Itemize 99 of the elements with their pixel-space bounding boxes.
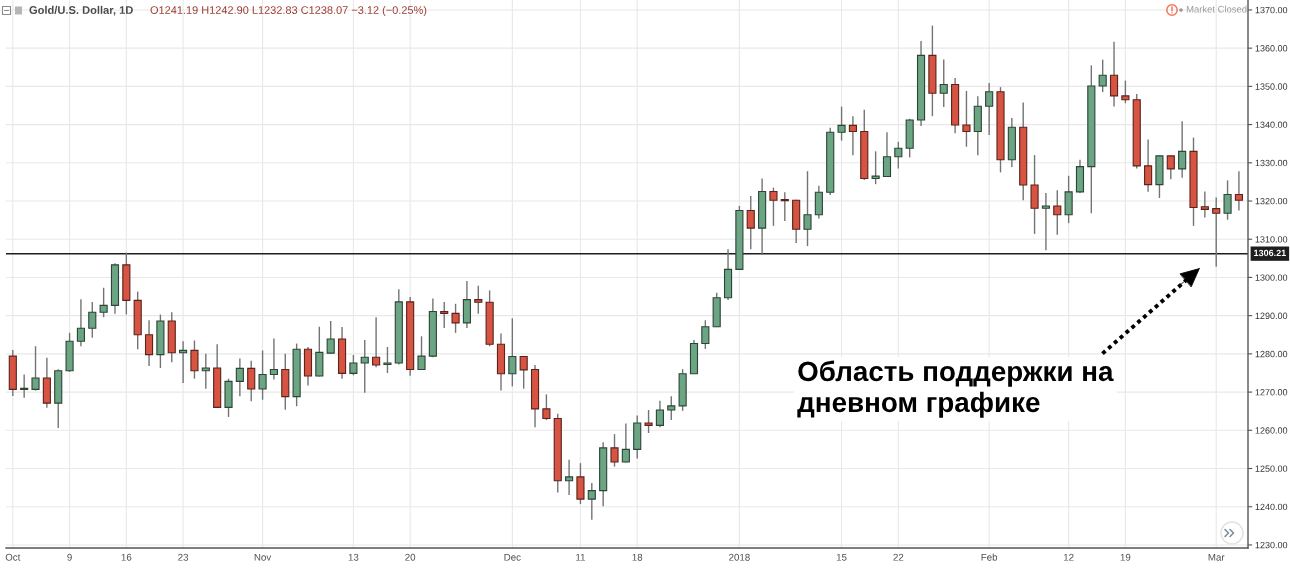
y-tick-label: 1370.00 [1255, 6, 1288, 14]
candlestick [1053, 189, 1062, 236]
candlestick [269, 337, 279, 381]
candlestick [462, 280, 471, 329]
y-tick-label: 1300.00 [1255, 274, 1288, 281]
candlestick [814, 185, 823, 220]
candlestick [701, 319, 710, 350]
candlestick [1234, 170, 1243, 212]
candlestick [780, 191, 789, 222]
candlestick [1178, 120, 1187, 179]
y-tick-label: 1280.00 [1255, 350, 1288, 358]
x-tick-label: 9 [67, 553, 72, 561]
candlestick [837, 105, 846, 142]
candlestick [882, 131, 892, 178]
x-tick-label: Oct [5, 553, 21, 561]
x-tick-label: 18 [632, 553, 643, 561]
x-tick-label: 13 [348, 553, 359, 561]
y-tick-label: 1330.00 [1255, 159, 1288, 167]
candlestick [939, 58, 948, 108]
candlestick [655, 400, 664, 428]
x-tick-label: 20 [405, 553, 416, 561]
candlestick [1223, 179, 1232, 221]
candlestick [144, 319, 154, 367]
ref-line-label: 1306.21 [1254, 249, 1286, 257]
candlestick [258, 349, 267, 401]
y-tick-label: 1320.00 [1255, 197, 1288, 205]
candlestick [871, 150, 880, 185]
candlestick [962, 90, 971, 148]
y-tick-label: 1290.00 [1255, 312, 1288, 320]
candlestick [746, 195, 755, 250]
candlestick [247, 360, 256, 402]
x-tick-label: 22 [893, 553, 904, 561]
annotation: Область поддержки на дневном графике [797, 360, 1114, 418]
y-tick-label: 1230.00 [1255, 541, 1288, 549]
y-tick-label: 1260.00 [1255, 427, 1288, 434]
candlestick [190, 339, 199, 380]
x-tick-label: Mar [1208, 553, 1225, 561]
candlestick [417, 335, 426, 371]
x-tick-label: 16 [121, 553, 132, 561]
candlestick [1098, 58, 1107, 93]
candlestick [201, 353, 210, 390]
x-tick-label: Dec [504, 553, 521, 561]
candlestick [451, 303, 460, 334]
candlestick [519, 355, 528, 390]
x-tick-label: Feb [981, 553, 998, 561]
candlestick [1166, 154, 1175, 180]
candlestick [1041, 192, 1050, 252]
x-tick-label: 19 [1120, 553, 1131, 561]
candlestick [372, 316, 381, 368]
candlestick [1200, 190, 1209, 219]
x-tick-label: 2018 [729, 553, 750, 561]
candlestick [326, 320, 335, 355]
candlestick [644, 409, 653, 434]
candlestick [1121, 79, 1130, 104]
x-tick-label: 15 [836, 553, 847, 561]
y-tick-label: 1340.00 [1255, 121, 1288, 128]
x-tick-label: Nov [254, 553, 272, 561]
candlestick [31, 345, 40, 392]
y-tick-label: 1240.00 [1255, 503, 1288, 511]
candlestick [610, 433, 619, 468]
candlestick [99, 287, 108, 318]
candlestick [76, 298, 86, 347]
chart-title: Gold/U.S. Dollar, 1D [29, 5, 133, 16]
candlestick [587, 482, 596, 521]
candlestick [88, 301, 97, 339]
x-tick-label: 11 [576, 553, 586, 561]
candlestick [474, 285, 483, 315]
candlestick [349, 354, 358, 376]
candlestick [769, 186, 778, 227]
text: O1241.19 H1242.90 L1232.83 C1238.07 −3.12 (−0.25%) [150, 5, 427, 17]
candlestick [1109, 40, 1119, 108]
candlestick [235, 357, 244, 397]
candlestick [1030, 154, 1039, 235]
candlestick [848, 115, 857, 156]
y-tick-label: 1350.00 [1255, 83, 1288, 90]
candlestick [383, 346, 392, 374]
candlestick [985, 82, 994, 136]
candlestick [1144, 138, 1153, 193]
annotation: Market Closed [1186, 5, 1247, 13]
y-tick-label: 1270.00 [1255, 389, 1288, 396]
candlestick [542, 393, 551, 421]
candlestick [1212, 196, 1221, 268]
candlestick [894, 141, 903, 170]
candlestick [576, 462, 585, 505]
y-tick-label: 1250.00 [1255, 465, 1288, 472]
candlestick [621, 422, 630, 464]
candlestick [1064, 175, 1073, 224]
candlestick [667, 395, 676, 421]
candlestick [360, 339, 369, 394]
candlestick [565, 459, 574, 496]
x-tick-label: 12 [1063, 553, 1074, 561]
candlestick [803, 170, 812, 247]
candlestick [508, 317, 517, 388]
candlestick [20, 373, 29, 399]
candlestick [315, 326, 324, 378]
y-tick-label: 1310.00 [1255, 236, 1288, 243]
y-tick-label: 1360.00 [1255, 45, 1288, 52]
candlestick [440, 301, 449, 329]
x-tick-label: 23 [178, 553, 189, 561]
